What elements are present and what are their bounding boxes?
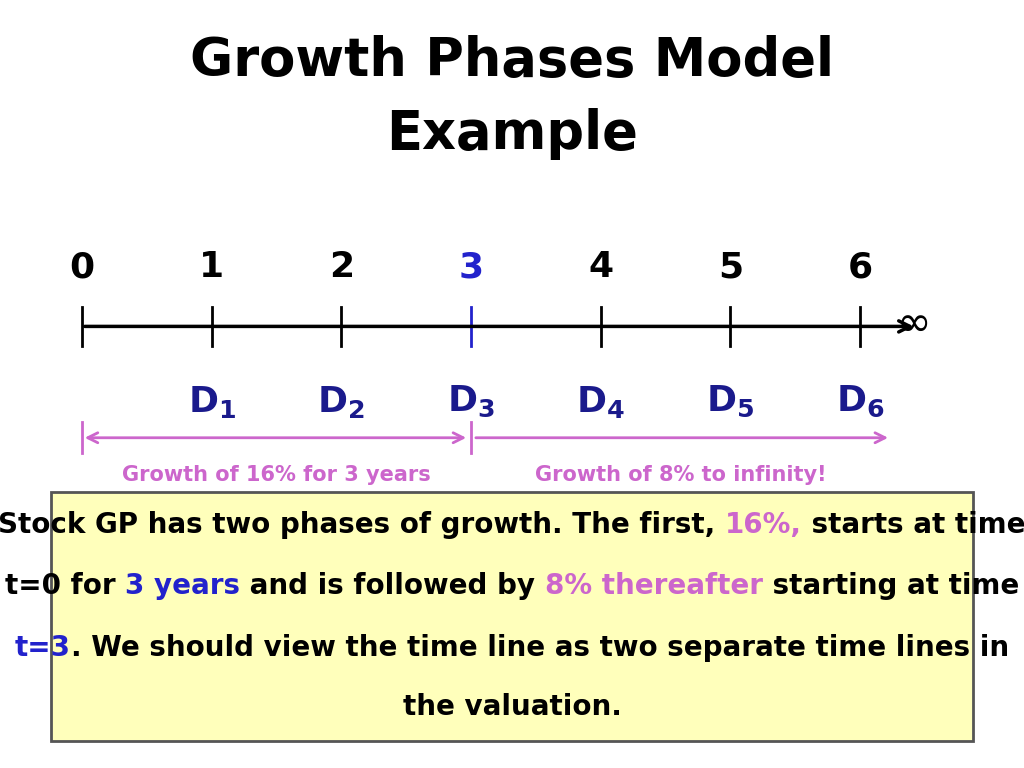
- Text: $\mathbf{D_4}$: $\mathbf{D_4}$: [577, 384, 626, 420]
- Text: $\mathbf{D_1}$: $\mathbf{D_1}$: [187, 384, 236, 420]
- Text: Growth Phases Model: Growth Phases Model: [190, 35, 834, 87]
- Text: 8% thereafter: 8% thereafter: [545, 572, 763, 600]
- Text: Growth of 16% for 3 years: Growth of 16% for 3 years: [122, 465, 431, 485]
- Text: 6: 6: [848, 250, 872, 284]
- Text: $\mathbf{D_5}$: $\mathbf{D_5}$: [707, 384, 755, 419]
- Text: 5: 5: [718, 250, 743, 284]
- Text: t=0 for: t=0 for: [5, 572, 125, 600]
- FancyBboxPatch shape: [51, 492, 973, 741]
- Text: $\mathbf{D_6}$: $\mathbf{D_6}$: [836, 384, 885, 419]
- Text: 3 years: 3 years: [125, 572, 241, 600]
- Text: 3: 3: [459, 250, 483, 284]
- Text: . We should view the time line as two separate time lines in: . We should view the time line as two se…: [71, 634, 1009, 661]
- Text: 2: 2: [329, 250, 354, 284]
- Text: Example: Example: [386, 108, 638, 160]
- Text: starting at time: starting at time: [763, 572, 1019, 600]
- Text: Stock GP has two phases of growth. The first,: Stock GP has two phases of growth. The f…: [0, 511, 725, 538]
- Text: starts at time: starts at time: [802, 511, 1024, 538]
- Text: the valuation.: the valuation.: [402, 693, 622, 720]
- Text: and is followed by: and is followed by: [241, 572, 545, 600]
- Text: t=3: t=3: [15, 634, 71, 661]
- Text: 1: 1: [199, 250, 224, 284]
- Text: 16%,: 16%,: [725, 511, 802, 538]
- Text: 4: 4: [588, 250, 613, 284]
- Text: $\mathbf{D_3}$: $\mathbf{D_3}$: [447, 384, 495, 419]
- Text: $\mathbf{D_2}$: $\mathbf{D_2}$: [317, 384, 366, 420]
- Text: $\infty$: $\infty$: [896, 302, 928, 343]
- Text: Growth of 8% to infinity!: Growth of 8% to infinity!: [536, 465, 826, 485]
- Text: 0: 0: [70, 250, 94, 284]
